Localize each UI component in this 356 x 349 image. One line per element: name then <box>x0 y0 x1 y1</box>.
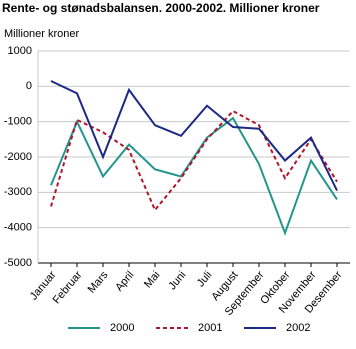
chart-title: Rente- og stønadsbalansen. 2000-2002. Mi… <box>2 1 320 15</box>
x-tick-label: April <box>113 269 136 294</box>
y-axis-label: Millioner kroner <box>4 28 80 40</box>
y-tick-label: 1000 <box>8 45 32 57</box>
series-line <box>50 80 338 192</box>
y-tick-label: -4000 <box>4 222 32 234</box>
y-tick-label: -1000 <box>4 116 32 128</box>
legend-label: 2001 <box>198 322 222 334</box>
legend-label: 2000 <box>110 322 134 334</box>
y-tick-label: -5000 <box>4 257 32 269</box>
legend-label: 2002 <box>286 322 310 334</box>
x-tick-label: Mai <box>142 269 163 290</box>
y-tick-label: -3000 <box>4 186 32 198</box>
y-tick-label: -2000 <box>4 151 32 163</box>
series-line <box>50 109 338 212</box>
x-tick-label: Juni <box>166 269 188 292</box>
x-tick-label: Mars <box>86 269 111 296</box>
x-tick-label: Juli <box>195 269 215 289</box>
y-tick-label: 0 <box>26 80 32 92</box>
